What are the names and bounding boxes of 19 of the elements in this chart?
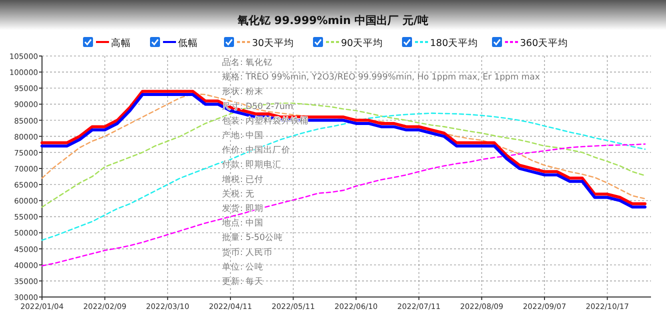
annotation: 货币: 人民币: [222, 246, 273, 258]
legend-label: 180天平均: [430, 37, 478, 49]
annotation: 批量: 5-50公吨: [222, 232, 283, 244]
annotation: 付款: 即期电汇: [222, 159, 282, 170]
legend-label: 高幅: [111, 37, 131, 49]
legend-label: 30天平均: [252, 37, 294, 49]
annotation: 单位: 公吨: [222, 261, 264, 272]
chart-title: 氧化钇 99.999%min 中国出厂 元/吨: [236, 14, 429, 27]
annotation: 形状: 粉末: [222, 86, 264, 98]
legend-label: 90天平均: [341, 37, 384, 49]
annotation: 关税: 无: [222, 188, 255, 200]
legend-label: 低幅: [178, 37, 198, 49]
annotation: 地点: 中国: [221, 218, 264, 229]
annotation: 增税: 已付: [221, 174, 264, 185]
annotation: 产地: 中国: [222, 130, 264, 141]
annotation: 更新: 每天: [222, 276, 264, 287]
annotation: 品名: 氧化钇: [222, 57, 273, 68]
legend-label: 360天平均: [520, 37, 568, 49]
annotation: 规格: TREO 99%min, Y2O3/REO 99.999%min, Ho 1ppm max, Er 1ppm max: [222, 72, 540, 83]
